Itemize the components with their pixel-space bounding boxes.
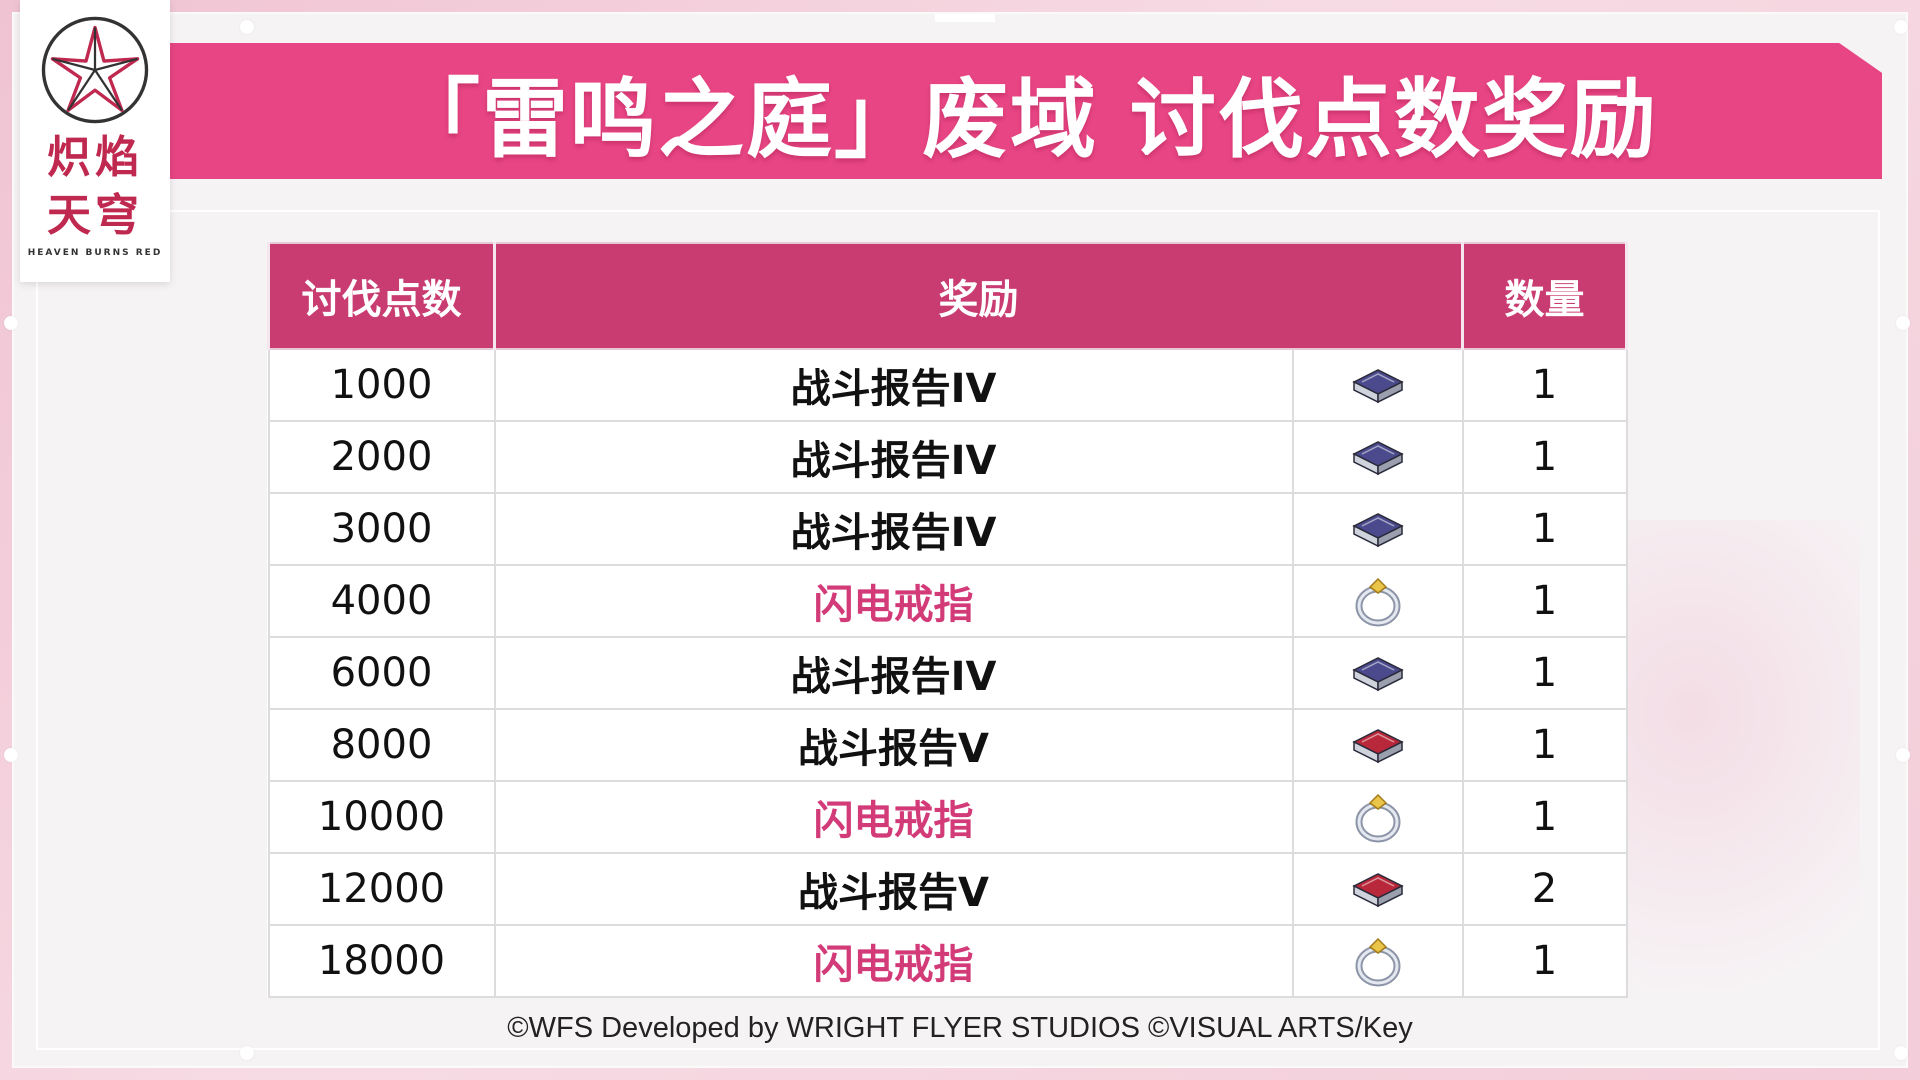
row-reward-name: 战斗报告IV [493,492,1294,566]
row-quantity: 1 [1461,708,1628,782]
logo-subtitle: HEAVEN BURNS RED [27,248,163,258]
row-reward-icon-cell [1291,780,1464,854]
row-reward-name: 战斗报告IV [493,348,1294,422]
battle-report-v-icon [1295,720,1461,770]
frame-dot [4,316,18,330]
row-reward-name: 战斗报告IV [493,420,1294,494]
lightning-ring-icon [1295,789,1461,845]
table-row: 18000 闪电戒指 1 [267,924,1628,998]
row-reward-name: 战斗报告V [493,852,1294,926]
logo-text-line2: 天穹 [47,190,143,241]
frame-dot [1894,1046,1908,1060]
row-points: 4000 [267,564,496,638]
row-reward-name: 闪电戒指 [493,780,1294,854]
row-quantity: 2 [1461,852,1628,926]
table-header-row: 讨伐点数 奖励 数量 [267,242,1628,350]
row-reward-icon-cell [1291,564,1464,638]
copyright-footer: ©WFS Developed by WRIGHT FLYER STUDIOS ©… [507,1012,1413,1044]
row-points: 12000 [267,852,496,926]
row-quantity: 1 [1461,924,1628,998]
lightning-ring-icon [1295,573,1461,629]
table-row: 4000 闪电戒指 1 [267,564,1628,638]
row-quantity: 1 [1461,636,1628,710]
row-points: 2000 [267,420,496,494]
battle-report-iv-icon [1295,504,1461,554]
frame-dot [1896,748,1910,762]
row-reward-name: 闪电戒指 [493,564,1294,638]
row-quantity: 1 [1461,564,1628,638]
row-reward-icon-cell [1291,924,1464,998]
row-points: 10000 [267,780,496,854]
table-row: 10000 闪电戒指 1 [267,780,1628,854]
row-reward-icon-cell [1291,420,1464,494]
star-flower-emblem-icon [41,16,149,124]
row-reward-name: 战斗报告V [493,708,1294,782]
table-row: 12000 战斗报告V 2 [267,852,1628,926]
row-reward-name: 闪电戒指 [493,924,1294,998]
row-points: 8000 [267,708,496,782]
row-reward-name: 战斗报告IV [493,636,1294,710]
battle-report-iv-icon [1295,360,1461,410]
table-row: 8000 战斗报告V 1 [267,708,1628,782]
table-row: 3000 战斗报告IV 1 [267,492,1628,566]
logo-text-line1: 炽焰 [47,132,143,183]
frame-dot [1896,316,1910,330]
table-row: 1000 战斗报告IV 1 [267,348,1628,422]
battle-report-iv-icon [1295,432,1461,482]
header-reward: 奖励 [493,242,1464,350]
row-points: 1000 [267,348,496,422]
battle-report-iv-icon [1295,648,1461,698]
frame-dot [4,748,18,762]
row-quantity: 1 [1461,420,1628,494]
row-quantity: 1 [1461,348,1628,422]
battle-report-v-icon [1295,864,1461,914]
table-row: 2000 战斗报告IV 1 [267,420,1628,494]
row-reward-icon-cell [1291,492,1464,566]
row-quantity: 1 [1461,492,1628,566]
table-row: 6000 战斗报告IV 1 [267,636,1628,710]
frame-dot [240,1046,254,1060]
row-points: 6000 [267,636,496,710]
frame-border [36,210,1880,1050]
row-reward-icon-cell [1291,708,1464,782]
title-banner [170,43,1882,179]
row-points: 3000 [267,492,496,566]
row-reward-icon-cell [1291,852,1464,926]
header-points: 讨伐点数 [267,242,496,350]
page-title: 「雷鸣之庭」废域 讨伐点数奖励 [394,68,1658,170]
banner-accent [935,14,995,22]
frame-dot [1894,20,1908,34]
header-quantity: 数量 [1461,242,1628,350]
frame-dot [240,20,254,34]
game-logo: 炽焰 天穹 HEAVEN BURNS RED [20,0,170,282]
row-quantity: 1 [1461,780,1628,854]
rewards-table: 讨伐点数 奖励 数量 1000 战斗报告IV 1 2000 战斗报告IV 1 3000 战斗报… [267,242,1628,998]
row-points: 18000 [267,924,496,998]
lightning-ring-icon [1295,933,1461,989]
row-reward-icon-cell [1291,348,1464,422]
row-reward-icon-cell [1291,636,1464,710]
